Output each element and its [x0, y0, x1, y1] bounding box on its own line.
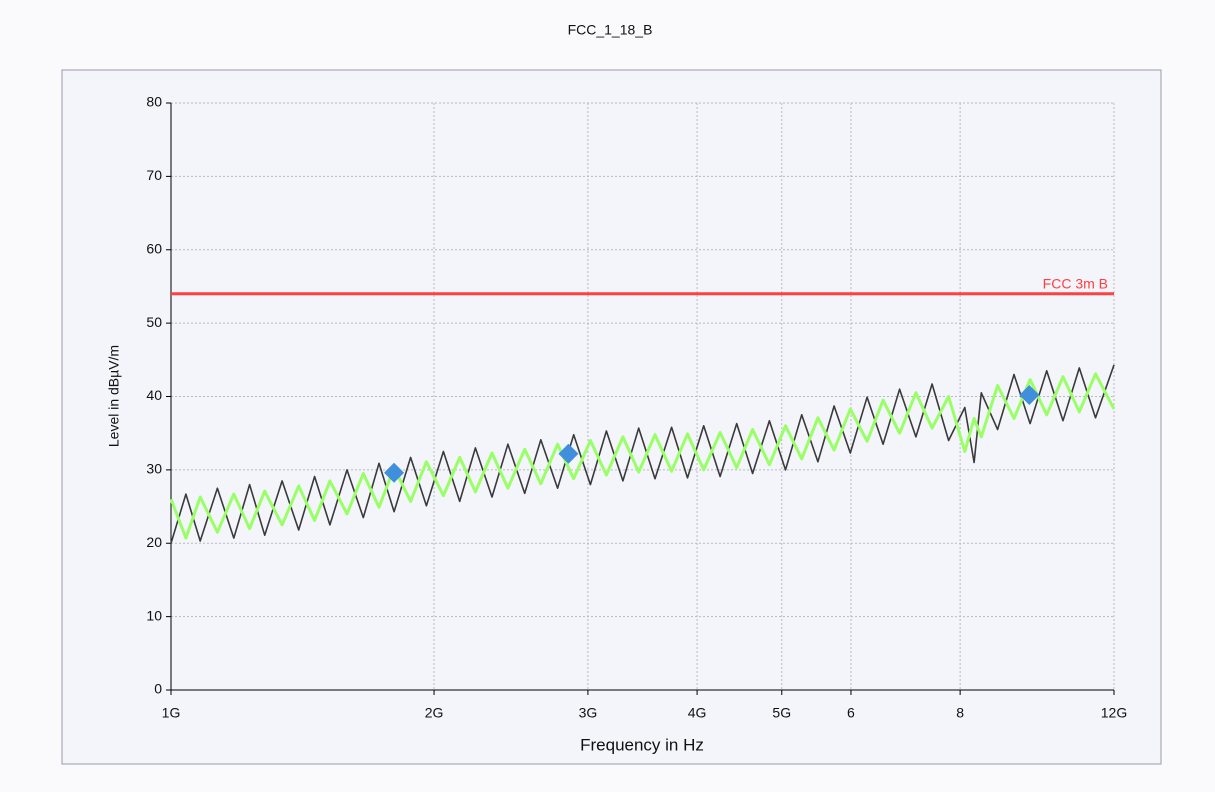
y-tick-label: 80 [146, 94, 162, 110]
marker [1019, 385, 1040, 406]
chart-title: FCC_1_18_B [568, 22, 653, 38]
y-tick-label: 70 [146, 167, 162, 183]
y-tick-label: 60 [146, 240, 162, 256]
y-tick-label: 40 [146, 387, 162, 403]
x-tick-label: 12G [1101, 705, 1127, 721]
y-tick-label: 10 [146, 607, 162, 623]
y-axis-label: Level in dBµV/m [106, 345, 122, 447]
y-tick-label: 20 [146, 534, 162, 550]
x-tick-label: 8 [956, 705, 964, 721]
x-tick-label: 1G [162, 705, 181, 721]
y-tick-label: 50 [146, 314, 162, 330]
x-tick-label: 2G [425, 705, 444, 721]
trace [169, 372, 1116, 540]
limit-label: FCC 3m B [1043, 275, 1108, 291]
marker [558, 443, 579, 464]
x-axis-label: Frequency in Hz [580, 735, 704, 754]
x-tick-label: 3G [579, 705, 598, 721]
x-tick-label: 6 [847, 705, 855, 721]
frame [61, 69, 1162, 765]
x-tick-label: 5G [772, 705, 791, 721]
x-tick-label: 4G [688, 705, 707, 721]
y-tick-label: 30 [146, 461, 162, 477]
y-tick-label: 0 [154, 681, 162, 697]
marker [384, 462, 405, 483]
